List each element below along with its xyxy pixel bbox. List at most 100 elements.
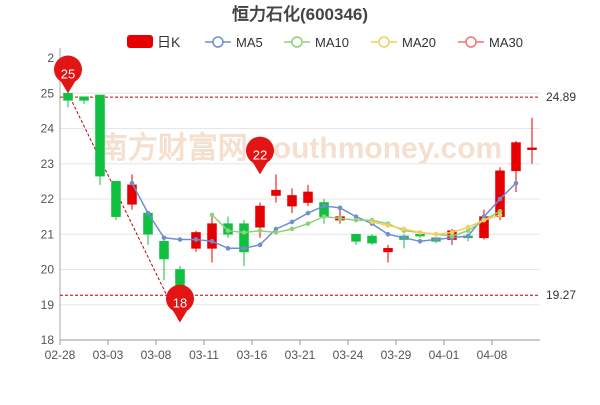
y-tick-label: 22 xyxy=(41,192,55,206)
candle-body xyxy=(63,92,73,101)
ma-point xyxy=(465,233,471,239)
price-balloon: 22 xyxy=(246,136,275,175)
ma-point xyxy=(385,231,391,237)
legend-label: MA10 xyxy=(315,35,349,50)
y-tick-label: 24 xyxy=(41,122,55,136)
ma-point xyxy=(481,217,487,223)
x-tick-label: 04-08 xyxy=(477,348,508,362)
candle-body xyxy=(287,195,297,207)
x-tick-label: 03-29 xyxy=(381,348,412,362)
candle-body xyxy=(527,147,537,150)
ma-point xyxy=(353,214,359,219)
candle xyxy=(383,244,393,263)
y-tick-label: 18 xyxy=(41,333,55,347)
y-tick-label: 25 xyxy=(41,86,55,100)
candle xyxy=(159,237,169,281)
candle-body xyxy=(95,94,105,177)
legend-item-ma5: MA5 xyxy=(205,35,263,50)
ma-point xyxy=(257,228,263,234)
y-tick-label-partial: 2 xyxy=(47,51,54,65)
candle xyxy=(527,117,537,164)
price-balloons: 25 18 22 xyxy=(54,55,275,323)
candle-body xyxy=(351,233,361,242)
ma-point xyxy=(497,212,503,218)
candle-body xyxy=(303,191,313,203)
ma-point xyxy=(481,214,487,219)
ma-series-ma20 xyxy=(369,212,503,237)
candle xyxy=(127,174,137,210)
min-price-label: 19.27 xyxy=(546,288,576,302)
candle-body xyxy=(511,142,521,172)
candles xyxy=(63,86,537,323)
ma-point xyxy=(417,239,423,244)
ma-point xyxy=(273,230,279,235)
ma-point xyxy=(465,224,471,230)
candle-body xyxy=(143,212,153,235)
reference-lines: 24.89 19.27 xyxy=(60,90,576,323)
candle-body xyxy=(367,235,377,244)
y-tick-label: 23 xyxy=(41,157,55,171)
ma-point xyxy=(209,239,215,244)
ma-point xyxy=(449,233,455,239)
candle xyxy=(287,188,297,214)
ma-point xyxy=(337,205,343,211)
ma-point xyxy=(225,246,231,251)
ma-point xyxy=(417,230,423,235)
ma-point xyxy=(497,209,503,214)
legend-label: 日K xyxy=(157,34,181,50)
candle-body xyxy=(271,189,281,196)
candle xyxy=(367,234,377,245)
legend-marker xyxy=(212,36,224,48)
legend-marker xyxy=(378,36,390,48)
legend-candle-swatch xyxy=(127,35,153,48)
y-tick-label: 21 xyxy=(41,227,55,241)
candle xyxy=(239,220,249,266)
ma-point xyxy=(337,216,343,221)
ma-point xyxy=(145,210,151,216)
balloon-label: 18 xyxy=(173,295,187,310)
balloon-label: 22 xyxy=(253,147,267,162)
watermark: 南方财富网 southmoney.com xyxy=(98,131,502,165)
ma-point xyxy=(193,237,199,242)
balloon-shape xyxy=(166,284,194,323)
candle xyxy=(351,233,361,245)
legend[interactable]: 日K MA5 MA10 MA20 MA30 xyxy=(127,34,523,50)
moving-average-lines xyxy=(129,180,519,251)
legend-marker xyxy=(465,36,477,48)
candle-body xyxy=(255,205,265,228)
candle-body xyxy=(159,241,169,260)
balloon-label: 25 xyxy=(61,66,75,81)
x-tick-label: 02-28 xyxy=(45,348,76,362)
ma-point xyxy=(241,230,247,235)
ma-series-ma10 xyxy=(209,209,503,239)
ma-point xyxy=(161,235,167,241)
legend-item-ma10: MA10 xyxy=(284,35,349,50)
watermark-text: 南方财富网 southmoney.com xyxy=(98,131,502,165)
x-tick-label: 03-11 xyxy=(189,348,219,362)
candle xyxy=(79,96,89,104)
ma-point xyxy=(433,237,439,242)
ma-point xyxy=(241,246,247,251)
candle xyxy=(95,94,105,185)
ma-point xyxy=(305,221,311,226)
y-tick-label: 19 xyxy=(41,298,55,312)
x-tick-label: 03-03 xyxy=(93,348,124,362)
ma-point xyxy=(129,180,135,186)
candle xyxy=(111,181,121,221)
max-price-label: 24.89 xyxy=(546,90,576,104)
legend-label: MA5 xyxy=(236,35,263,50)
ma-point xyxy=(369,219,375,225)
ma-point xyxy=(289,219,295,225)
ma-point xyxy=(385,223,391,228)
ma-point xyxy=(321,203,327,209)
candle-body xyxy=(239,223,249,253)
candle-body xyxy=(79,96,89,101)
legend-marker xyxy=(291,36,303,48)
x-tick-label: 03-21 xyxy=(285,348,316,362)
balloon-shape xyxy=(246,136,275,175)
legend-item-日k: 日K xyxy=(127,34,181,50)
ma-point xyxy=(401,235,407,241)
ma-point xyxy=(273,226,279,232)
